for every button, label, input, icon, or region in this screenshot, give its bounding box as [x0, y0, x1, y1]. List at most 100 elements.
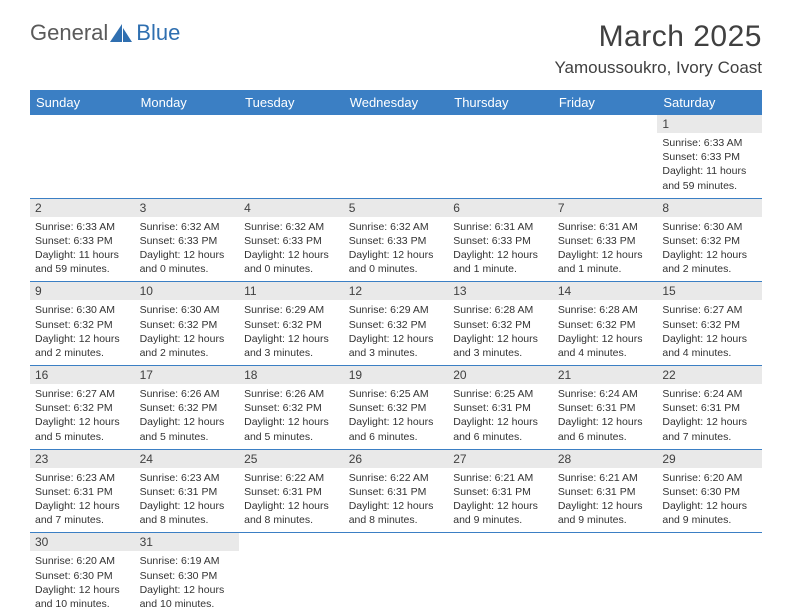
day-number: 7	[553, 199, 658, 217]
sunset-text: Sunset: 6:31 PM	[453, 401, 548, 415]
daylight-text: Daylight: 12 hours and 6 minutes.	[558, 415, 653, 443]
day-number: 11	[239, 282, 344, 300]
calendar-day-cell: 1Sunrise: 6:33 AMSunset: 6:33 PMDaylight…	[657, 115, 762, 198]
daylight-text: Daylight: 12 hours and 7 minutes.	[662, 415, 757, 443]
daylight-text: Daylight: 12 hours and 0 minutes.	[244, 248, 339, 276]
sunset-text: Sunset: 6:33 PM	[244, 234, 339, 248]
sunset-text: Sunset: 6:31 PM	[35, 485, 130, 499]
day-number: 30	[30, 533, 135, 551]
sunset-text: Sunset: 6:30 PM	[140, 569, 235, 583]
calendar-week: 16Sunrise: 6:27 AMSunset: 6:32 PMDayligh…	[30, 366, 762, 450]
calendar-empty-cell	[553, 115, 658, 198]
daylight-text: Daylight: 12 hours and 1 minute.	[453, 248, 548, 276]
sunrise-text: Sunrise: 6:33 AM	[35, 220, 130, 234]
day-details: Sunrise: 6:26 AMSunset: 6:32 PMDaylight:…	[239, 384, 344, 449]
sail-icon	[108, 22, 134, 44]
daylight-text: Daylight: 12 hours and 8 minutes.	[140, 499, 235, 527]
daylight-text: Daylight: 12 hours and 3 minutes.	[244, 332, 339, 360]
day-number: 22	[657, 366, 762, 384]
sunrise-text: Sunrise: 6:23 AM	[140, 471, 235, 485]
day-details: Sunrise: 6:22 AMSunset: 6:31 PMDaylight:…	[344, 468, 449, 533]
day-number: 12	[344, 282, 449, 300]
sunset-text: Sunset: 6:32 PM	[558, 318, 653, 332]
sunrise-text: Sunrise: 6:20 AM	[35, 554, 130, 568]
weekday-header: Friday	[553, 90, 658, 115]
sunset-text: Sunset: 6:32 PM	[349, 318, 444, 332]
day-number: 31	[135, 533, 240, 551]
daylight-text: Daylight: 12 hours and 3 minutes.	[453, 332, 548, 360]
day-number: 29	[657, 450, 762, 468]
sunset-text: Sunset: 6:33 PM	[349, 234, 444, 248]
day-details: Sunrise: 6:32 AMSunset: 6:33 PMDaylight:…	[344, 217, 449, 282]
calendar-day-cell: 31Sunrise: 6:19 AMSunset: 6:30 PMDayligh…	[135, 533, 240, 616]
calendar-day-cell: 19Sunrise: 6:25 AMSunset: 6:32 PMDayligh…	[344, 366, 449, 450]
calendar-empty-cell	[344, 533, 449, 616]
calendar-empty-cell	[239, 533, 344, 616]
calendar-day-cell: 23 Sunrise: 6:23 AMSunset: 6:31 PMDayligh…	[30, 449, 135, 533]
weekday-header: Thursday	[448, 90, 553, 115]
day-details: Sunrise: 6:26 AMSunset: 6:32 PMDaylight:…	[135, 384, 240, 449]
sunset-text: Sunset: 6:32 PM	[244, 318, 339, 332]
calendar-day-cell: 10Sunrise: 6:30 AMSunset: 6:32 PMDayligh…	[135, 282, 240, 366]
daylight-text: Daylight: 12 hours and 9 minutes.	[662, 499, 757, 527]
sunrise-text: Sunrise: 6:31 AM	[558, 220, 653, 234]
day-number: 23	[30, 450, 135, 468]
calendar-day-cell: 17Sunrise: 6:26 AMSunset: 6:32 PMDayligh…	[135, 366, 240, 450]
sunrise-text: Sunrise: 6:30 AM	[35, 303, 130, 317]
sunset-text: Sunset: 6:31 PM	[349, 485, 444, 499]
sunset-text: Sunset: 6:33 PM	[558, 234, 653, 248]
daylight-text: Daylight: 12 hours and 3 minutes.	[349, 332, 444, 360]
calendar-day-cell: 4Sunrise: 6:32 AMSunset: 6:33 PMDaylight…	[239, 198, 344, 282]
daylight-text: Daylight: 11 hours and 59 minutes.	[35, 248, 130, 276]
sunrise-text: Sunrise: 6:26 AM	[244, 387, 339, 401]
calendar-day-cell: 8Sunrise: 6:30 AMSunset: 6:32 PMDaylight…	[657, 198, 762, 282]
day-number: 14	[553, 282, 658, 300]
daylight-text: Daylight: 12 hours and 0 minutes.	[349, 248, 444, 276]
sunrise-text: Sunrise: 6:25 AM	[349, 387, 444, 401]
calendar-day-cell: 15Sunrise: 6:27 AMSunset: 6:32 PMDayligh…	[657, 282, 762, 366]
sunset-text: Sunset: 6:32 PM	[453, 318, 548, 332]
calendar-empty-cell	[553, 533, 658, 616]
day-number: 2	[30, 199, 135, 217]
day-details: Sunrise: 6:28 AMSunset: 6:32 PMDaylight:…	[553, 300, 658, 365]
calendar-day-cell: 16Sunrise: 6:27 AMSunset: 6:32 PMDayligh…	[30, 366, 135, 450]
sunrise-text: Sunrise: 6:24 AM	[662, 387, 757, 401]
daylight-text: Daylight: 12 hours and 10 minutes.	[140, 583, 235, 611]
day-number: 21	[553, 366, 658, 384]
daylight-text: Daylight: 12 hours and 5 minutes.	[140, 415, 235, 443]
calendar-table: SundayMondayTuesdayWednesdayThursdayFrid…	[30, 90, 762, 616]
calendar-day-cell: 3Sunrise: 6:32 AMSunset: 6:33 PMDaylight…	[135, 198, 240, 282]
day-number: 10	[135, 282, 240, 300]
calendar-week: 30 Sunrise: 6:20 AM Sunset: 6:30 PMDayligh…	[30, 533, 762, 616]
day-details: Sunrise: 6:23 AMSunset: 6:31 PMDaylight:…	[135, 468, 240, 533]
sunset-text: Sunset: 6:31 PM	[558, 485, 653, 499]
brand-text-1: General	[30, 20, 108, 46]
sunset-text: Sunset: 6:32 PM	[662, 318, 757, 332]
day-details: Sunrise: 6:27 AMSunset: 6:32 PMDaylight:…	[657, 300, 762, 365]
calendar-day-cell: 27Sunrise: 6:21 AMSunset: 6:31 PMDayligh…	[448, 449, 553, 533]
sunset-text: Sunset: 6:32 PM	[35, 401, 130, 415]
calendar-day-cell: 29Sunrise: 6:20 AMSunset: 6:30 PMDayligh…	[657, 449, 762, 533]
calendar-week: 23Sunrise: 6:23 AMSunset: 6:31 PMDayligh…	[30, 449, 762, 533]
sunrise-text: Sunrise: 6:29 AM	[349, 303, 444, 317]
calendar-day-cell: 26Sunrise: 6:22 AMSunset: 6:31 PMDayligh…	[344, 449, 449, 533]
calendar-week: 9Sunrise: 6:30 AMSunset: 6:32 PMDaylight…	[30, 282, 762, 366]
daylight-text: Daylight: 12 hours and 1 minute.	[558, 248, 653, 276]
sunrise-text: Sunrise: 6:21 AM	[453, 471, 548, 485]
sunset-text: Sunset: 6:31 PM	[244, 485, 339, 499]
sunset-text: Sunset: 6:32 PM	[662, 234, 757, 248]
sunrise-text: Sunrise: 6:23 AM	[35, 471, 130, 485]
day-details: Sunrise: 6:32 AMSunset: 6:33 PMDaylight:…	[239, 217, 344, 282]
calendar-day-cell: 2Sunrise: 6:33 AMSunset: 6:33 PMDaylight…	[30, 198, 135, 282]
daylight-text: Daylight: 12 hours and 7 minutes.	[35, 499, 130, 527]
sunset-text: Sunset: 6:32 PM	[35, 318, 130, 332]
daylight-text: Daylight: 12 hours and 8 minutes.	[349, 499, 444, 527]
sunset-text: Sunset: 6:31 PM	[662, 401, 757, 415]
sunset-text: Sunset: 6:30 PM	[662, 485, 757, 499]
calendar-empty-cell	[448, 115, 553, 198]
day-number: 16	[30, 366, 135, 384]
daylight-text: Daylight: 12 hours and 9 minutes.	[558, 499, 653, 527]
day-number: 26	[344, 450, 449, 468]
sunrise-text: Sunrise: 6:22 AM	[349, 471, 444, 485]
sunrise-text: Sunrise: 6:27 AM	[662, 303, 757, 317]
